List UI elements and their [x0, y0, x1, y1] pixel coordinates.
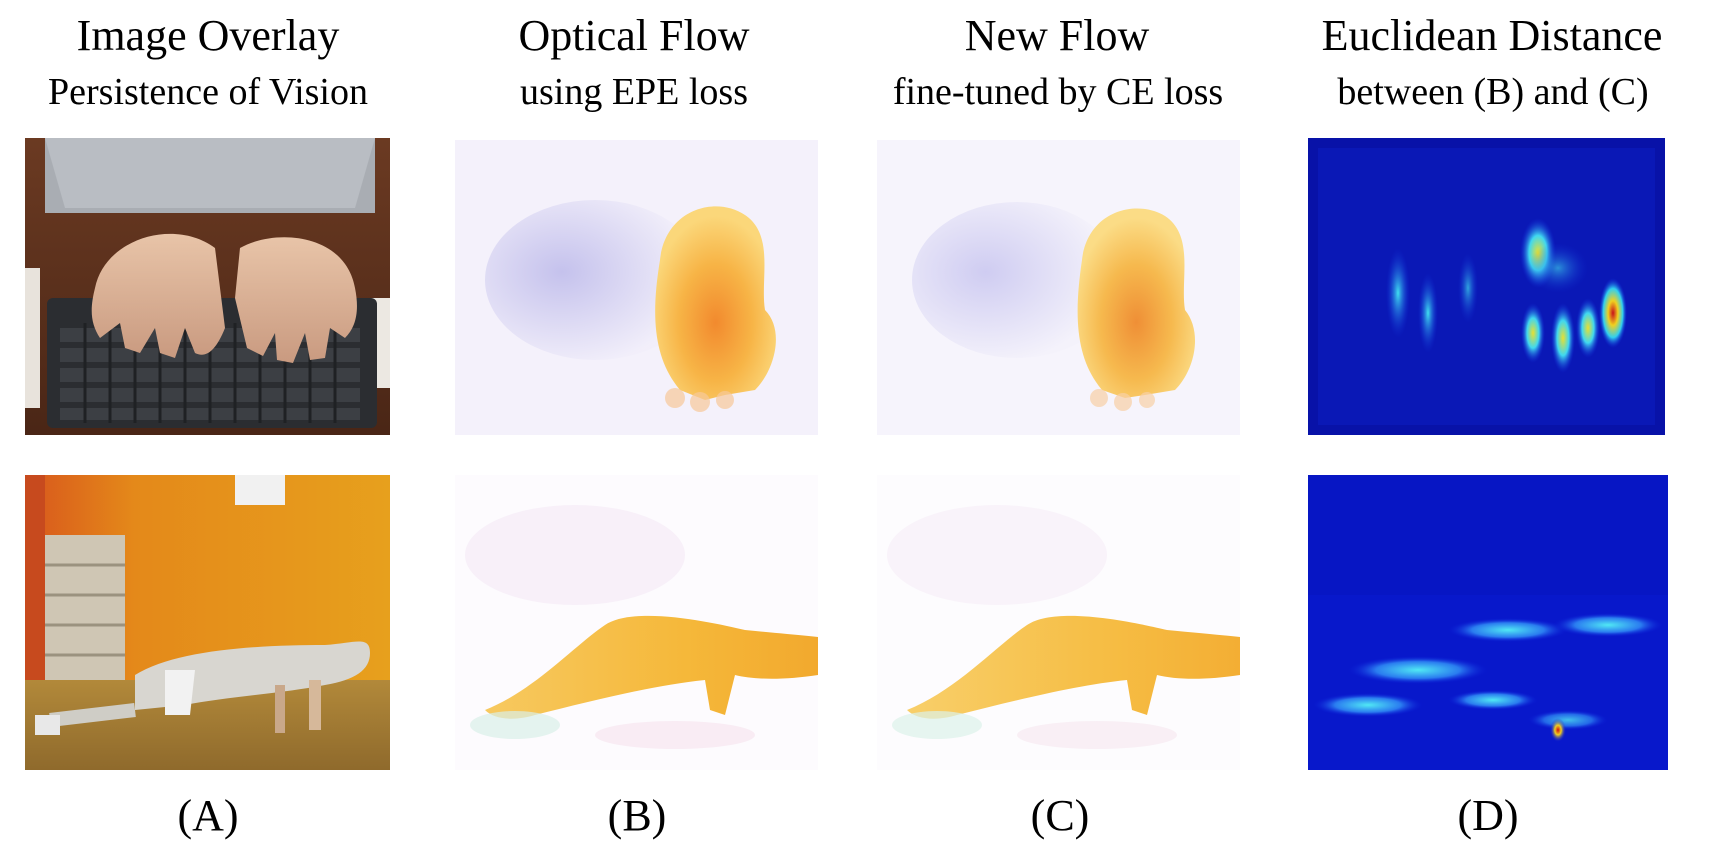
- column-d-title: Euclidean Distance: [1321, 11, 1663, 60]
- panel-c-newflow-pushup: [877, 475, 1240, 770]
- panel-a-pushup-overlay: [25, 475, 390, 770]
- panel-a-typing-overlay: [25, 138, 390, 435]
- column-b-title: Optical Flow: [518, 11, 750, 60]
- column-c-title: New Flow: [964, 11, 1150, 60]
- column-a-subtitle: Persistence of Vision: [48, 71, 368, 113]
- panel-d-heatmap-pushup: [1308, 475, 1668, 770]
- panel-b-flow-pushup: [455, 475, 818, 770]
- panel-d-heatmap-typing: [1308, 138, 1665, 435]
- column-d-subtitle: between (B) and (C): [1337, 71, 1649, 113]
- column-b-subtitle: using EPE loss: [519, 71, 749, 113]
- column-a-title: Image Overlay: [76, 11, 340, 60]
- label-c: (C): [1030, 791, 1090, 840]
- label-a: (A): [177, 791, 239, 840]
- panel-c-newflow-typing: [877, 140, 1240, 435]
- panel-b-flow-typing: [455, 140, 818, 435]
- column-c-subtitle: fine-tuned by CE loss: [892, 71, 1224, 113]
- label-b: (B): [607, 791, 667, 840]
- label-d: (D): [1457, 791, 1519, 840]
